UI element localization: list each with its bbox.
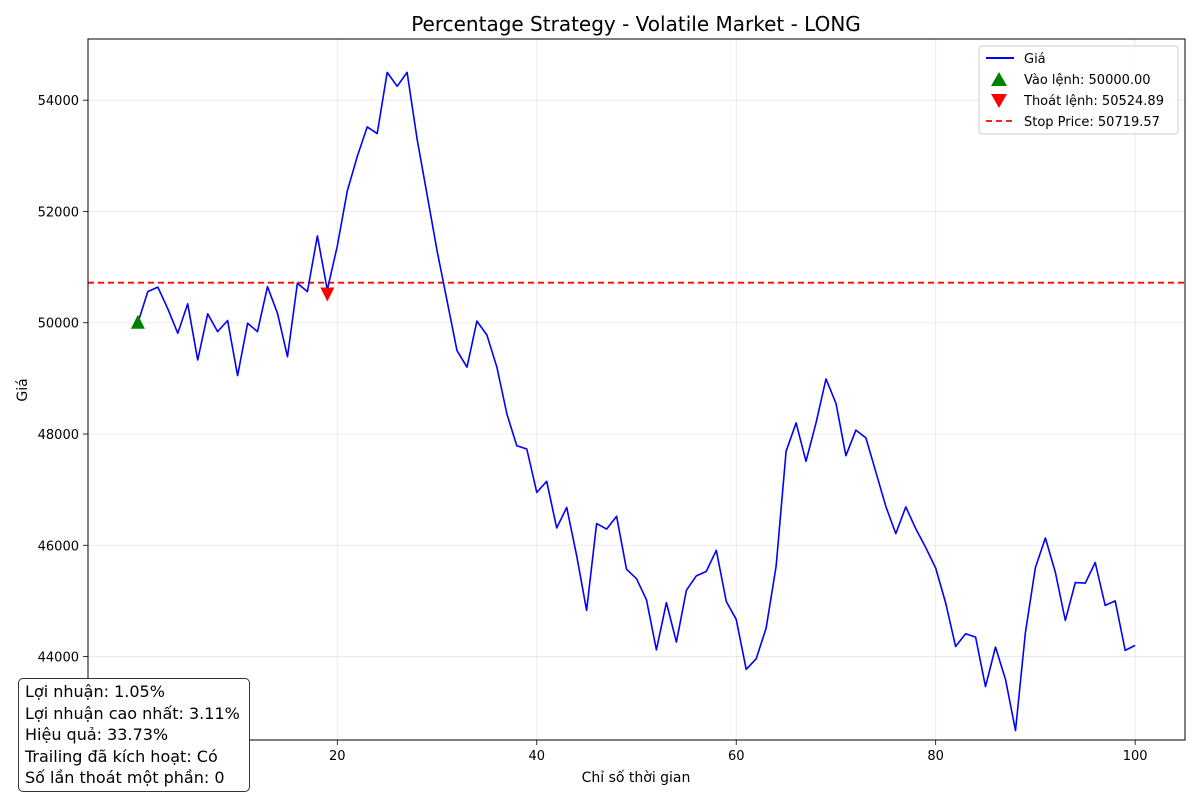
stat-partial-exits: Số lần thoát một phần: 0: [25, 768, 225, 787]
entry-marker: [130, 314, 145, 329]
exit-marker: [320, 287, 335, 302]
x-tick-label: 60: [728, 749, 745, 764]
x-tick-label: 80: [927, 749, 944, 764]
legend-label-stop: Stop Price: 50719.57: [1024, 115, 1160, 130]
y-tick-label: 48000: [38, 428, 79, 443]
y-tick-label: 44000: [38, 651, 79, 666]
plot-frame: [87, 38, 1186, 741]
y-tick-label: 50000: [38, 317, 79, 332]
chart-title: Percentage Strategy - Volatile Market - …: [411, 12, 861, 36]
trade-markers: [130, 287, 335, 329]
y-tick-label: 52000: [38, 205, 79, 220]
stats-box: Lợi nhuận: 1.05% Lợi nhuận cao nhất: 3.1…: [18, 678, 250, 792]
x-tick-label: 100: [1123, 749, 1148, 764]
x-axis-label: Chỉ số thời gian: [582, 769, 691, 786]
price-series: [137, 71, 1136, 732]
legend: Giá Vào lệnh: 50000.00 Thoát lệnh: 50524…: [978, 45, 1179, 135]
legend-label-entry: Vào lệnh: 50000.00: [1024, 73, 1151, 88]
legend-label-exit: Thoát lệnh: 50524.89: [1023, 94, 1164, 109]
legend-label-price: Giá: [1024, 52, 1046, 67]
y-axis-label: Giá: [15, 378, 31, 401]
legend-frame: [978, 45, 1179, 135]
legend-exit-marker: [991, 94, 1007, 108]
x-tick-label: 40: [528, 749, 545, 764]
stat-max-profit: Lợi nhuận cao nhất: 3.11%: [25, 703, 240, 723]
x-axis-ticks: 20 40 60 80 100: [329, 740, 1148, 764]
stat-trailing: Trailing đã kích hoạt: Có: [25, 746, 218, 766]
stat-profit: Lợi nhuận: 1.05%: [25, 682, 165, 701]
y-tick-label: 54000: [38, 94, 79, 109]
price-line: [137, 71, 1136, 732]
x-tick-label: 20: [329, 749, 346, 764]
legend-entry-marker: [991, 72, 1007, 86]
grid: [88, 39, 1185, 740]
stat-efficiency: Hiệu quả: 33.73%: [25, 725, 169, 744]
y-axis-ticks: 44000 46000 48000 50000 52000 54000: [38, 94, 88, 666]
y-tick-label: 46000: [38, 539, 79, 554]
